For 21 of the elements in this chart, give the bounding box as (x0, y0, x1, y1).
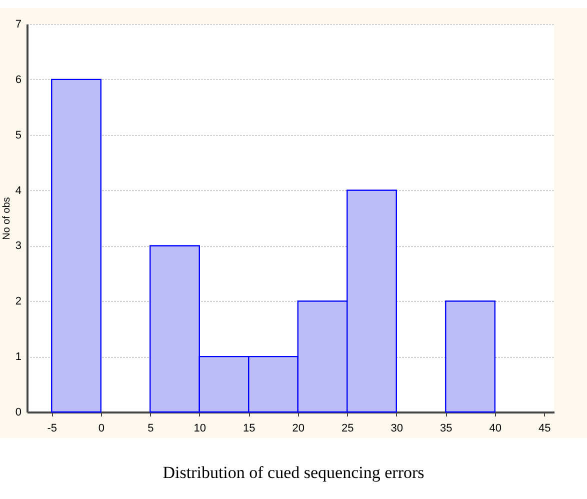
x-tick-label: 20 (292, 422, 305, 434)
x-tick-label: 10 (194, 422, 206, 434)
y-tick-label: 7 (15, 18, 22, 30)
y-tick-label: 2 (15, 296, 22, 308)
x-tick-label: 0 (98, 422, 104, 434)
x-tick-label: 5 (148, 422, 154, 434)
x-tick-label: 15 (243, 422, 256, 434)
y-axis-title: No of obs (1, 197, 12, 240)
y-tick-label: 5 (15, 129, 22, 142)
y-tick-label: 4 (15, 184, 22, 197)
x-tick-label: 30 (390, 422, 404, 434)
x-tick-label: 25 (342, 422, 354, 434)
y-tick-label: 0 (15, 406, 22, 418)
x-tick-label: 45 (538, 422, 551, 434)
y-tick-label: 3 (15, 240, 22, 252)
y-tick-label: 1 (15, 351, 22, 364)
y-tick-label: 6 (15, 74, 22, 86)
x-tick-label: 35 (440, 422, 452, 434)
x-tick-label: -5 (47, 422, 58, 434)
text: Distribution of cued sequencing errors (162, 463, 426, 483)
x-tick-label: 40 (489, 422, 502, 434)
